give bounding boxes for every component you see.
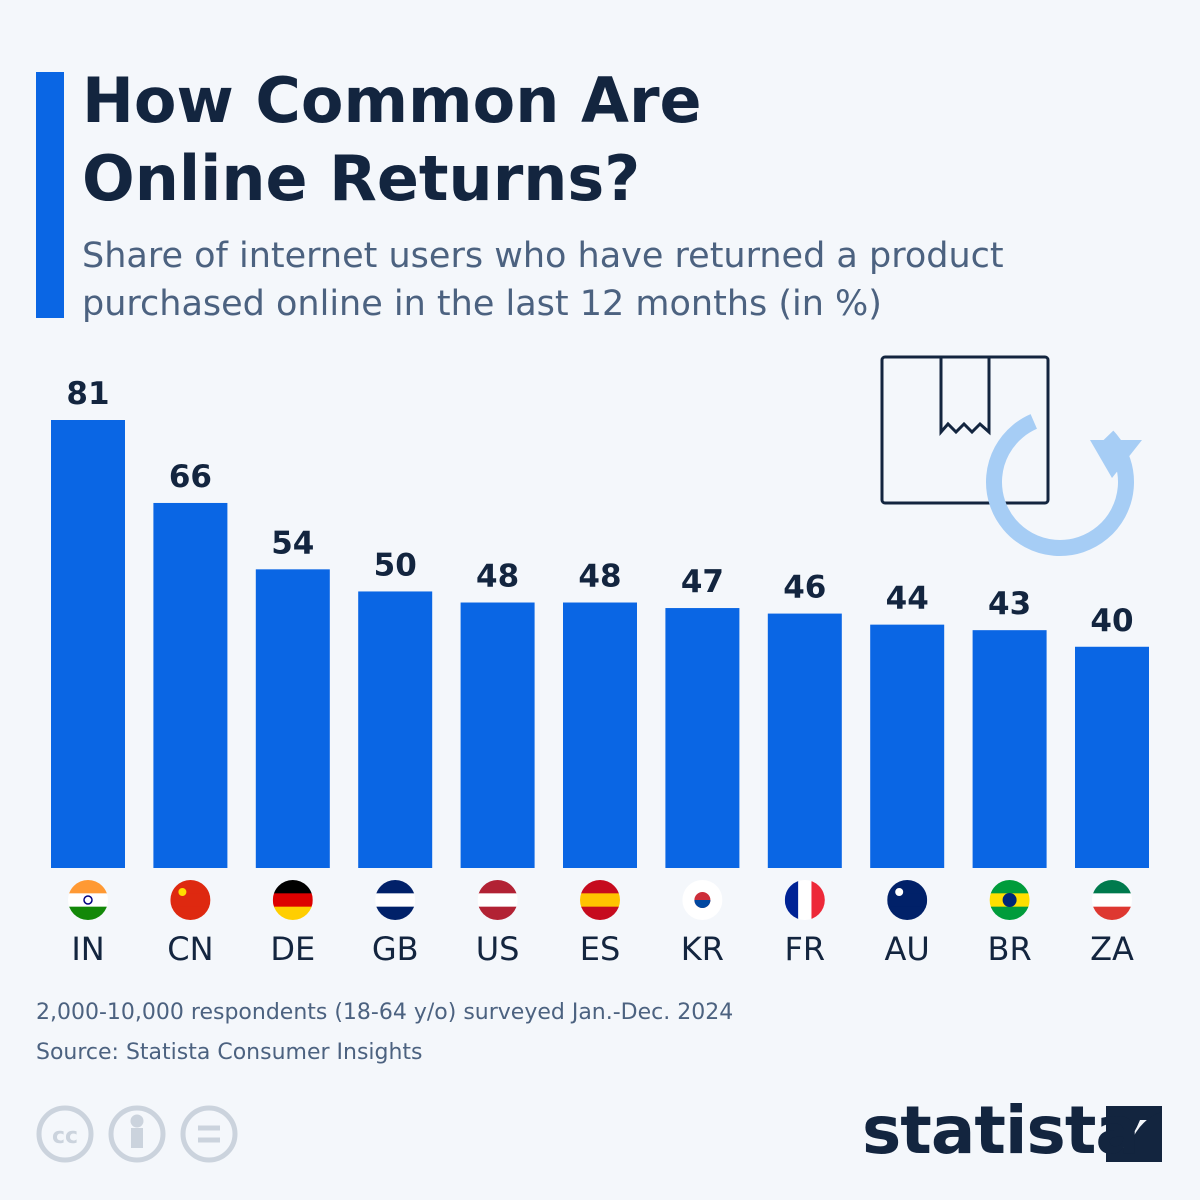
x-tick-label: FR xyxy=(784,930,825,968)
bar xyxy=(358,591,433,868)
bar xyxy=(665,608,740,868)
value-label: 50 xyxy=(374,547,417,583)
flag-emblem xyxy=(694,900,711,908)
x-tick-label: ES xyxy=(580,930,621,968)
license-icons: cc xyxy=(36,1105,238,1163)
flag-stripe xyxy=(580,893,620,908)
x-tick-label: KR xyxy=(681,930,724,968)
flag-stripe xyxy=(272,906,313,920)
x-tick-label: CN xyxy=(167,930,213,968)
flag-emblem xyxy=(178,888,187,896)
brand-logo xyxy=(1106,1106,1162,1162)
flag-stripe xyxy=(1092,906,1132,920)
bar xyxy=(870,624,945,868)
value-label: 44 xyxy=(886,581,929,617)
flag xyxy=(580,880,620,920)
flag-stripe xyxy=(375,893,416,908)
bar xyxy=(972,630,1047,868)
value-label: 48 xyxy=(578,559,621,595)
brand: statista xyxy=(862,1092,1140,1169)
value-label: 40 xyxy=(1090,603,1133,639)
value-label: 48 xyxy=(476,559,519,595)
flag-stripe xyxy=(1092,893,1132,908)
flag xyxy=(375,880,416,920)
bar xyxy=(153,502,228,868)
value-label: 43 xyxy=(988,586,1031,622)
flag xyxy=(1092,880,1132,920)
bar xyxy=(1075,646,1149,868)
flag-emblem xyxy=(1002,893,1017,907)
value-label: 54 xyxy=(271,525,314,561)
flag-stripe xyxy=(887,906,928,920)
flag xyxy=(477,880,518,920)
chart-title: How Common Are Online Returns? xyxy=(82,64,702,215)
x-tick-label: DE xyxy=(270,930,315,968)
flag xyxy=(989,880,1030,920)
flag-stripe xyxy=(272,880,313,894)
flag-stripe xyxy=(375,880,416,894)
flag-stripe xyxy=(682,906,723,920)
flag-stripe xyxy=(887,893,928,908)
flag-stripe xyxy=(580,906,620,920)
flag-stripe xyxy=(68,880,108,894)
bar xyxy=(563,602,637,868)
flag-emblem xyxy=(895,888,904,896)
x-tick-label: GB xyxy=(372,930,419,968)
flag-stripe xyxy=(272,893,313,908)
value-label: 46 xyxy=(783,570,826,606)
flag xyxy=(170,880,211,920)
x-tick-label: ZA xyxy=(1090,930,1134,968)
flag-stripe xyxy=(68,893,108,908)
flag-emblem xyxy=(83,895,93,905)
x-tick-label: AU xyxy=(885,930,930,968)
footnote: 2,000-10,000 respondents (18-64 y/o) sur… xyxy=(36,1000,734,1025)
flag-stripe xyxy=(477,906,518,920)
flag xyxy=(272,880,313,920)
flag-stripe xyxy=(170,906,211,920)
svg-text:cc: cc xyxy=(52,1124,78,1149)
flag xyxy=(887,880,928,920)
value-label: 47 xyxy=(681,564,724,600)
flag-stripe xyxy=(1092,880,1132,894)
source: Source: Statista Consumer Insights xyxy=(36,1040,423,1065)
bar xyxy=(51,420,125,868)
x-tick-label: IN xyxy=(71,930,104,968)
flag xyxy=(682,880,723,920)
flag-stripe xyxy=(989,880,1030,894)
flag-stripe xyxy=(989,906,1030,920)
bar xyxy=(255,569,330,868)
chart-subtitle: Share of internet users who have returne… xyxy=(82,236,1004,324)
flag-stripe xyxy=(170,880,211,894)
flag-stripe xyxy=(784,880,799,920)
flag-stripe xyxy=(170,893,211,908)
x-tick-label: US xyxy=(476,930,520,968)
flag-stripe xyxy=(798,880,812,920)
flag-stripe xyxy=(375,906,416,920)
flag-stripe xyxy=(477,880,518,894)
flag-stripe xyxy=(887,880,928,894)
accent-bar xyxy=(36,72,64,318)
flag xyxy=(784,880,825,920)
box-icon xyxy=(880,355,1142,556)
flag-stripe xyxy=(68,906,108,920)
value-label: 66 xyxy=(169,459,212,495)
flag-stripe xyxy=(477,893,518,908)
bar xyxy=(767,613,842,868)
flag-stripe xyxy=(682,880,723,894)
value-label: 81 xyxy=(66,376,109,412)
flag-stripe xyxy=(811,880,825,920)
x-tick-label: BR xyxy=(988,930,1032,968)
flag xyxy=(68,880,108,920)
flag-stripe xyxy=(580,880,620,894)
bar xyxy=(460,602,535,868)
